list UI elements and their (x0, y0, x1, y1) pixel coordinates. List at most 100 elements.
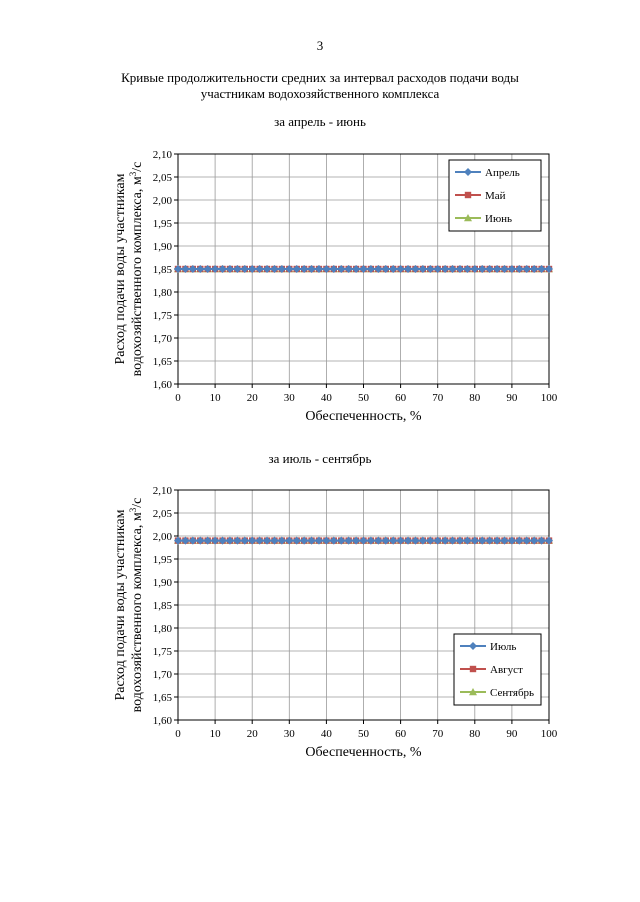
data-point (478, 536, 487, 545)
legend-swatch-marker (464, 191, 472, 199)
y-axis-title-line-1: Расход подачи воды участникам (113, 173, 128, 364)
y-tick-label: 1,65 (153, 692, 173, 704)
data-point (203, 536, 212, 545)
x-tick-label: 0 (175, 392, 181, 404)
legend-swatch-marker (469, 665, 477, 673)
data-point (203, 265, 212, 273)
legend-label: Апрель (485, 167, 520, 179)
data-point (374, 536, 383, 545)
y-tick-label: 1,85 (153, 600, 173, 612)
chart-jul-sep: 1,60 1,65 1,70 1,75 1,80 1,85 1,90 1,95 2,00 2,05… (113, 485, 558, 760)
y-tick-label: 2,05 (153, 172, 173, 184)
data-point (485, 536, 494, 545)
data-point (255, 265, 264, 273)
data-point (196, 265, 205, 273)
data-point (433, 536, 442, 545)
x-tick-label: 50 (358, 392, 370, 404)
data-point (374, 265, 383, 273)
data-point (263, 265, 272, 273)
data-point (537, 536, 546, 545)
data-point (352, 536, 361, 545)
x-tick-label: 50 (358, 728, 370, 740)
data-point (188, 265, 197, 273)
document-title: Кривые продолжительности средних за инте… (0, 70, 640, 102)
page-number: 3 (316, 38, 324, 53)
data-point (240, 536, 249, 545)
data-point (530, 536, 539, 545)
data-point (196, 536, 205, 545)
data-point (441, 536, 450, 545)
data-point (292, 536, 301, 545)
data-point (411, 536, 420, 545)
data-point (515, 265, 524, 273)
x-tick-label: 90 (506, 392, 518, 404)
data-point (255, 536, 264, 545)
chart-2-caption: за июль - сентябрь (268, 451, 372, 466)
data-point (292, 265, 301, 273)
data-point (359, 536, 368, 545)
data-point (188, 536, 197, 545)
data-point (225, 536, 234, 545)
data-point (277, 536, 286, 545)
data-point (381, 265, 390, 273)
data-point (522, 536, 531, 545)
series-Июль (174, 536, 553, 545)
data-point (485, 265, 494, 273)
data-point (426, 265, 435, 273)
x-tick-label: 100 (541, 728, 558, 740)
data-point (500, 536, 509, 545)
data-point (270, 536, 279, 545)
y-axis-title-line-2: водохозяйственного комплекса, м3/с (128, 162, 145, 377)
data-point (507, 265, 516, 273)
data-point (448, 536, 457, 545)
data-point (404, 265, 413, 273)
data-point (233, 265, 242, 273)
data-point (530, 265, 539, 273)
data-point (181, 536, 190, 545)
legend: Июль Август Сентябрь (453, 633, 542, 706)
data-point (344, 536, 353, 545)
data-point (248, 536, 257, 545)
data-point (500, 265, 509, 273)
data-point (337, 536, 346, 545)
y-tick-label: 2,00 (153, 195, 173, 207)
data-point (463, 265, 472, 273)
y-axis-title-main: водохозяйственного комплекса, м (130, 512, 145, 712)
y-axis-title-superscript: 3 (128, 507, 138, 512)
data-point (404, 536, 413, 545)
data-point (359, 265, 368, 273)
legend-label: Июнь (485, 213, 512, 225)
data-point (455, 536, 464, 545)
y-tick-label: 1,95 (153, 218, 173, 230)
data-point (329, 265, 338, 273)
data-point (545, 265, 553, 273)
data-point (181, 265, 190, 273)
data-point (470, 265, 479, 273)
data-point (300, 265, 309, 273)
data-point (307, 536, 316, 545)
data-point (418, 536, 427, 545)
y-tick-label: 1,60 (153, 379, 173, 391)
chart-1-caption: за апрель - июнь (274, 114, 366, 129)
x-tick-label: 70 (432, 728, 444, 740)
y-tick-label: 1,80 (153, 623, 173, 635)
data-point (448, 265, 457, 273)
data-point (329, 536, 338, 545)
data-point (314, 536, 323, 545)
data-point (515, 536, 524, 545)
x-tick-label: 70 (432, 392, 444, 404)
data-point (507, 536, 516, 545)
data-point (366, 536, 375, 545)
y-tick-label: 1,95 (153, 554, 173, 566)
y-tick-label: 2,10 (153, 485, 173, 497)
x-tick-label: 30 (284, 728, 296, 740)
data-point (418, 265, 427, 273)
x-tick-label: 40 (321, 392, 333, 404)
x-tick-label: 20 (247, 728, 259, 740)
y-tick-label: 1,90 (153, 577, 173, 589)
data-point (233, 536, 242, 545)
data-point (322, 265, 331, 273)
x-axis-title: Обеспеченность, % (305, 745, 421, 760)
data-point (433, 265, 442, 273)
data-point (478, 265, 487, 273)
